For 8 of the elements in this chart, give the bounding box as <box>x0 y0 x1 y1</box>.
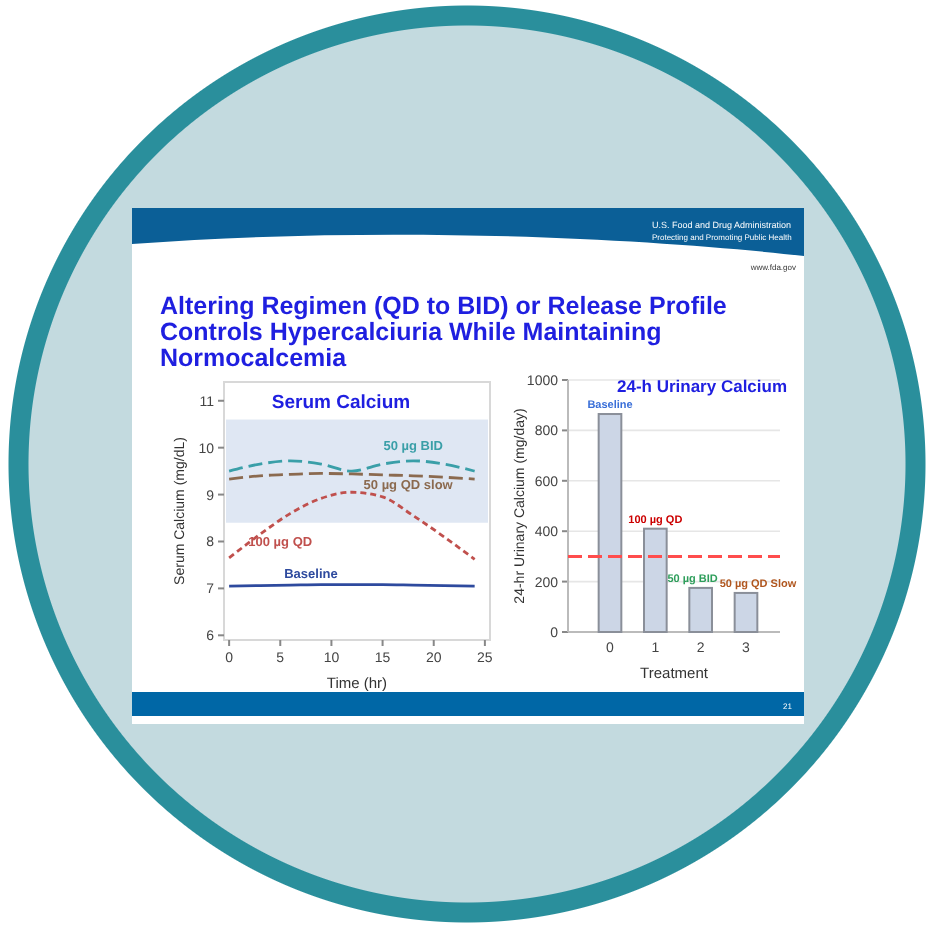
chart-title: 24-h Urinary Calcium <box>616 376 788 396</box>
text: Serum Calcium <box>271 392 411 414</box>
bar <box>643 527 668 633</box>
text: Altering Regimen (QD to BID) or Release Profile Controls Hypercalciuria While Maintaining Normocalcemia <box>160 292 727 372</box>
bar <box>597 413 623 633</box>
bar <box>688 586 713 633</box>
bar <box>733 591 759 633</box>
line-series <box>227 490 477 561</box>
